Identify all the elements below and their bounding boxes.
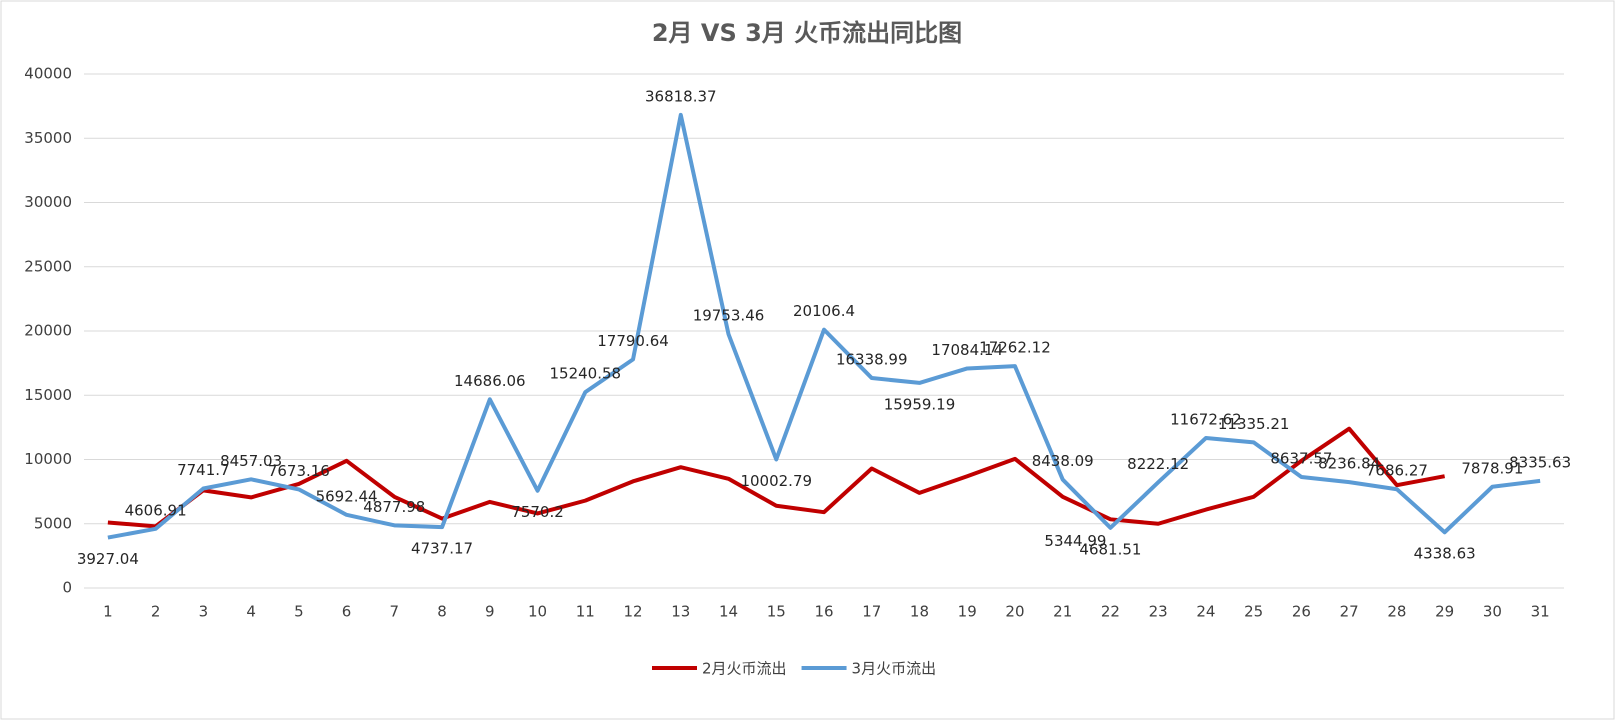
- x-tick-label: 23: [1149, 603, 1168, 621]
- data-label: 8637.57: [1270, 450, 1332, 468]
- x-tick-label: 29: [1435, 603, 1454, 621]
- data-label: 4877.98: [363, 498, 425, 516]
- x-tick-label: 31: [1531, 603, 1550, 621]
- data-label: 11335.21: [1218, 415, 1290, 433]
- x-tick-label: 24: [1196, 603, 1215, 621]
- x-tick-label: 2: [151, 603, 161, 621]
- x-tick-label: 28: [1387, 603, 1406, 621]
- data-label: 16338.99: [836, 351, 908, 369]
- y-tick-label: 35000: [24, 129, 72, 147]
- x-tick-label: 17: [862, 603, 881, 621]
- data-label: 3927.04: [77, 550, 139, 568]
- x-tick-label: 13: [671, 603, 690, 621]
- data-label: 15959.19: [884, 395, 956, 413]
- data-label: 15240.58: [550, 365, 622, 383]
- legend-label: 2月火币流出: [702, 660, 787, 678]
- data-label: 4737.17: [411, 540, 473, 558]
- data-label: 7673.16: [268, 462, 330, 480]
- data-label: 7741.7: [177, 461, 230, 479]
- series-line: [107, 112, 1541, 540]
- x-tick-label: 12: [623, 603, 642, 621]
- data-label: 8335.63: [1509, 453, 1571, 471]
- y-tick-label: 30000: [24, 193, 72, 211]
- x-tick-label: 5: [294, 603, 304, 621]
- data-label: 36818.37: [645, 87, 717, 105]
- x-tick-label: 21: [1053, 603, 1072, 621]
- y-tick-label: 15000: [24, 386, 72, 404]
- data-label: 8236.84: [1318, 455, 1380, 473]
- data-label: 5692.44: [316, 487, 378, 505]
- data-label: 4606.91: [125, 501, 187, 519]
- y-tick-label: 25000: [24, 257, 72, 275]
- series-line: [107, 426, 1446, 529]
- data-label: 4681.51: [1079, 540, 1141, 558]
- x-tick-label: 11: [576, 603, 595, 621]
- data-label: 7878.91: [1461, 459, 1523, 477]
- x-tick-label: 25: [1244, 603, 1263, 621]
- x-tick-label: 16: [814, 603, 833, 621]
- x-tick-label: 7: [390, 603, 400, 621]
- data-label: 14686.06: [454, 372, 526, 390]
- chart-title: 2月 VS 3月 火币流出同比图: [652, 19, 962, 47]
- data-label: 8438.09: [1032, 452, 1094, 470]
- x-tick-label: 27: [1340, 603, 1359, 621]
- x-tick-label: 20: [1005, 603, 1024, 621]
- x-tick-label: 14: [719, 603, 738, 621]
- x-tick-label: 3: [199, 603, 209, 621]
- data-label: 7686.27: [1366, 462, 1428, 480]
- x-tick-label: 4: [246, 603, 256, 621]
- data-label: 7570.2: [511, 503, 564, 521]
- data-label: 17262.12: [979, 339, 1051, 357]
- y-tick-label: 0: [62, 579, 72, 597]
- x-tick-label: 1: [103, 603, 113, 621]
- x-tick-label: 6: [342, 603, 352, 621]
- data-label: 17084.14: [931, 341, 1003, 359]
- x-tick-label: 8: [437, 603, 447, 621]
- data-label: 8222.12: [1127, 455, 1189, 473]
- x-tick-label: 30: [1483, 603, 1502, 621]
- data-label: 4338.63: [1414, 545, 1476, 563]
- data-label: 10002.79: [740, 472, 812, 490]
- data-label: 19753.46: [693, 307, 765, 325]
- x-tick-label: 18: [910, 603, 929, 621]
- data-label: 17790.64: [597, 332, 669, 350]
- data-label: 11672.62: [1170, 411, 1242, 429]
- legend-label: 3月火币流出: [852, 660, 937, 678]
- x-tick-label: 15: [767, 603, 786, 621]
- x-tick-label: 26: [1292, 603, 1311, 621]
- data-label: 20106.4: [793, 302, 855, 320]
- x-tick-label: 19: [958, 603, 977, 621]
- y-tick-label: 40000: [24, 65, 72, 83]
- y-tick-label: 20000: [24, 322, 72, 340]
- y-tick-label: 5000: [34, 514, 72, 532]
- data-label: 5344.99: [1044, 532, 1106, 550]
- data-label: 8457.03: [220, 452, 282, 470]
- y-tick-label: 10000: [24, 450, 72, 468]
- x-tick-label: 9: [485, 603, 495, 621]
- x-tick-label: 22: [1101, 603, 1120, 621]
- x-tick-label: 10: [528, 603, 547, 621]
